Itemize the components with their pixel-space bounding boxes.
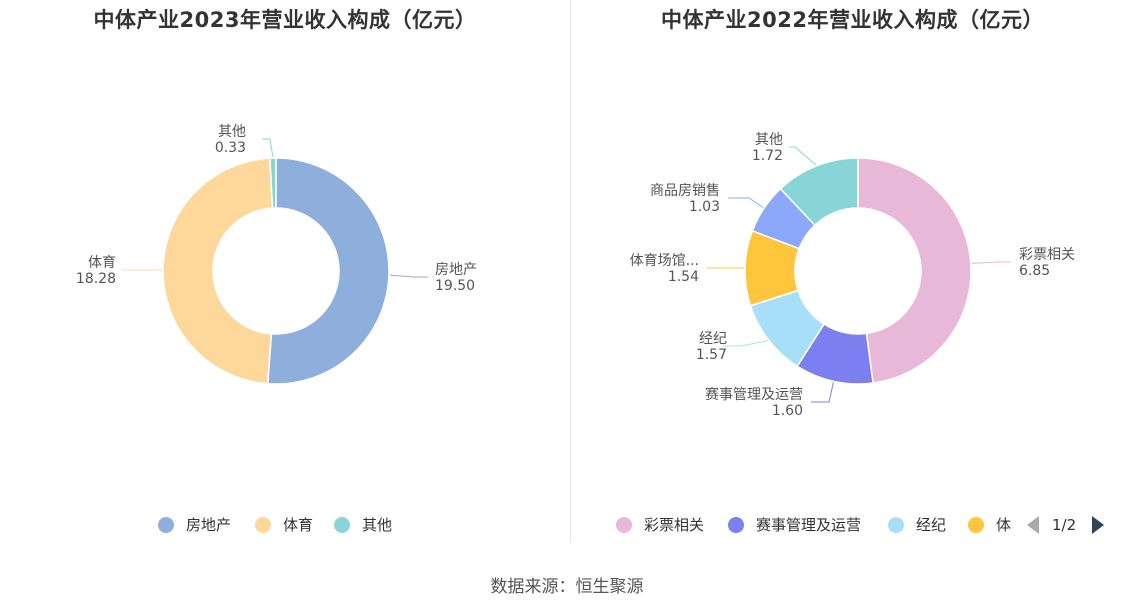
slice-label-category: 体育 — [88, 255, 116, 271]
legend-label: 体育 — [283, 516, 314, 534]
slice-label-category: 其他 — [218, 124, 246, 140]
chart-title: 中体产业2023年营业收入构成（亿元） — [93, 8, 477, 32]
legend-page-indicator: 1/2 — [1052, 516, 1077, 534]
label-leader-line — [811, 382, 834, 403]
legend-marker — [728, 517, 744, 533]
legend-label: 体 — [996, 516, 1012, 534]
legend-next-page-icon[interactable] — [1092, 516, 1104, 534]
pie-slice[interactable] — [162, 157, 274, 385]
slice-label-value: 1.54 — [668, 269, 699, 285]
legend-marker — [888, 517, 904, 533]
label-leader-line — [971, 261, 1011, 264]
slice-label-category: 房地产 — [435, 262, 477, 278]
legend-label: 房地产 — [186, 516, 232, 534]
label-leader-line — [789, 146, 817, 166]
slice-label-value: 6.85 — [1019, 263, 1050, 279]
data-source: 数据来源：恒生聚源 — [490, 577, 644, 597]
legend-label: 赛事管理及运营 — [756, 516, 862, 534]
slice-label-category: 彩票相关 — [1019, 247, 1075, 263]
legend: 房地产 体育 其他 — [0, 513, 570, 537]
pie-slice[interactable] — [266, 157, 390, 385]
slice-label-value: 0.33 — [215, 140, 246, 156]
slice-label-category: 赛事管理及运营 — [705, 387, 803, 403]
slice-label-value: 1.72 — [752, 148, 783, 164]
slice-label-value: 19.50 — [435, 278, 475, 294]
legend-marker — [334, 517, 350, 533]
pie-slice[interactable] — [269, 157, 277, 209]
panel-divider — [570, 0, 571, 542]
label-leader-line — [389, 274, 428, 278]
legend: 彩票相关 赛事管理及运营 经纪 体 — [571, 513, 1134, 537]
slice-label-value: 1.57 — [696, 347, 727, 363]
slice-label-value: 18.28 — [76, 271, 116, 287]
label-leader-line — [723, 340, 768, 347]
chart-title: 中体产业2022年营业收入构成（亿元） — [661, 8, 1044, 32]
legend-prev-page-icon[interactable] — [1027, 516, 1039, 534]
legend-pager: 1/2 — [1027, 513, 1117, 537]
legend-marker — [158, 517, 174, 533]
legend-label: 其他 — [362, 516, 393, 534]
pie-slice[interactable] — [779, 157, 859, 227]
legend-marker — [255, 517, 271, 533]
legend-label: 经纪 — [916, 516, 947, 534]
slice-label-category: 经纪 — [699, 331, 727, 347]
slice-label-category: 其他 — [755, 132, 783, 148]
label-leader-line — [728, 197, 764, 209]
chart-panel-2023: 中体产业2023年营业收入构成（亿元） 房地产 19.50 体育 18.28 其他 0.3… — [0, 0, 570, 545]
legend-marker — [616, 517, 632, 533]
slice-label-category: 体育场馆... — [630, 253, 699, 269]
pie-slice[interactable] — [857, 157, 972, 384]
slice-label-value: 1.60 — [772, 403, 803, 419]
slice-label-value: 1.03 — [689, 199, 720, 215]
legend-label: 彩票相关 — [644, 516, 705, 534]
slice-label-category: 商品房销售 — [650, 183, 720, 199]
legend-marker — [968, 517, 984, 533]
label-leader-line — [262, 138, 274, 158]
chart-panel-2022: 中体产业2022年营业收入构成（亿元） 彩票相关 6.85 赛事管理及运营 1.60 经… — [571, 0, 1134, 545]
